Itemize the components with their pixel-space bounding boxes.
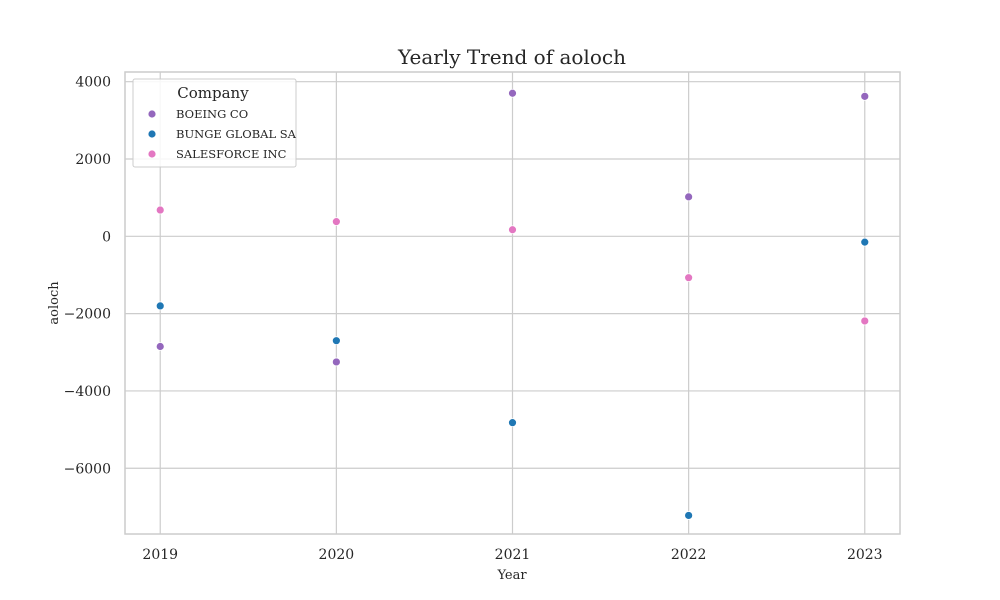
data-point bbox=[508, 225, 517, 235]
x-tick-label: 2021 bbox=[495, 547, 531, 563]
y-tick-label: −4000 bbox=[64, 384, 111, 400]
data-point bbox=[684, 511, 694, 520]
legend-label: BOEING CO bbox=[176, 107, 248, 121]
data-point bbox=[860, 91, 870, 101]
y-tick-label: −2000 bbox=[64, 307, 111, 323]
data-point bbox=[155, 342, 165, 351]
data-point bbox=[860, 316, 870, 326]
data-point bbox=[331, 357, 341, 367]
data-point bbox=[331, 336, 341, 346]
data-point bbox=[684, 273, 694, 283]
data-point bbox=[860, 237, 870, 247]
legend-marker bbox=[148, 130, 156, 138]
x-tick-label: 2023 bbox=[847, 547, 883, 563]
y-tick-label: −6000 bbox=[64, 461, 111, 477]
x-axis-ticks: 2019 2020 2021 2022 2023 bbox=[142, 547, 882, 563]
plot-frame bbox=[124, 71, 901, 535]
y-axis-ticks: 4000 2000 0 −2000 −4000 −6000 bbox=[64, 75, 111, 478]
x-tick-label: 2019 bbox=[142, 547, 178, 563]
data-point bbox=[684, 192, 694, 202]
data-point bbox=[331, 217, 341, 227]
legend-marker bbox=[148, 110, 156, 118]
legend-label: BUNGE GLOBAL SA bbox=[176, 127, 297, 141]
data-points bbox=[155, 88, 870, 520]
legend: Company BOEING CO BUNGE GLOBAL SA SALESFOR… bbox=[132, 78, 297, 168]
data-point bbox=[508, 418, 517, 428]
y-axis-label: aoloch bbox=[47, 281, 62, 325]
data-point bbox=[155, 301, 165, 311]
y-tick-label: 4000 bbox=[75, 75, 111, 91]
x-tick-label: 2020 bbox=[319, 547, 355, 563]
x-axis-label: Year bbox=[496, 568, 527, 583]
legend-label: SALESFORCE INC bbox=[176, 147, 287, 161]
x-tick-label: 2022 bbox=[671, 547, 707, 563]
legend-items: BOEING CO BUNGE GLOBAL SA SALESFORCE INC bbox=[148, 107, 297, 161]
y-tick-label: 2000 bbox=[75, 152, 111, 168]
data-point bbox=[155, 205, 165, 215]
data-point bbox=[508, 88, 517, 98]
y-tick-label: 0 bbox=[102, 229, 111, 245]
legend-marker bbox=[148, 150, 156, 158]
legend-box bbox=[132, 78, 297, 168]
chart-title: Yearly Trend of aoloch bbox=[397, 45, 626, 69]
legend-title: Company bbox=[177, 84, 249, 102]
